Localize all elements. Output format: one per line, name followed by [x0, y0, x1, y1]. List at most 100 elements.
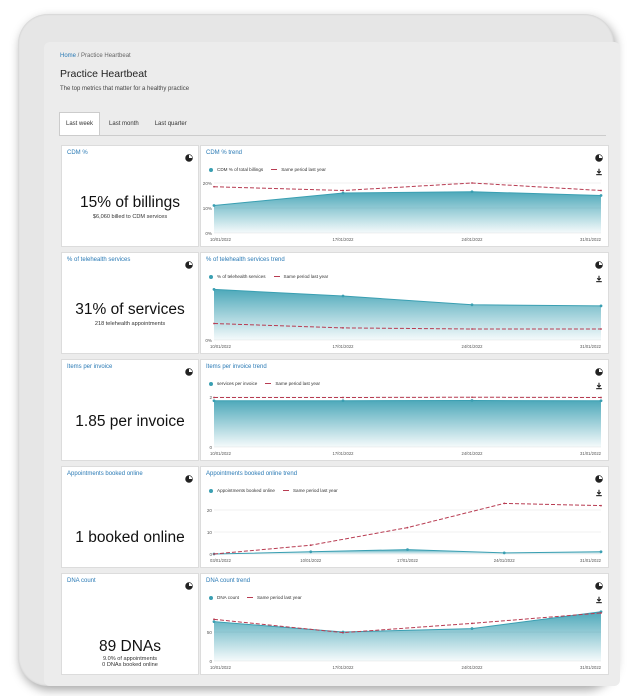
- x-tick-label: 31/01/2022: [580, 558, 602, 563]
- legend-series-marker: [209, 167, 213, 172]
- x-tick-label: 24/01/2022: [462, 344, 484, 349]
- legend-comparison-label[interactable]: Same period last year: [275, 381, 321, 386]
- comparison-point: [213, 322, 215, 325]
- series-area: [214, 400, 601, 447]
- pie-chart-icon[interactable]: [185, 470, 193, 483]
- series-line: [213, 288, 602, 307]
- pie-chart-icon[interactable]: [595, 577, 603, 590]
- trend-chart: 0%10/01/2022 17/01/2022 24/01/2022 31/01/20…: [205, 288, 603, 349]
- trend-title: Items per invoice trend: [206, 364, 267, 370]
- tab-last-quarter[interactable]: Last quarter: [154, 121, 187, 127]
- legend-comparison-marker: [282, 490, 289, 491]
- kpi-value: 1.85 per invoice: [75, 413, 185, 430]
- x-tick-label: 10/01/2022: [300, 558, 322, 563]
- comparison-point: [471, 328, 473, 330]
- tab-last-week[interactable]: Last week: [59, 112, 101, 136]
- legend-comparison-label[interactable]: Same period last year: [281, 167, 326, 172]
- pie-chart-icon[interactable]: [185, 363, 193, 376]
- pie-chart-icon[interactable]: [595, 149, 603, 162]
- pie-chart-icon[interactable]: [185, 256, 193, 269]
- comparison-line: [213, 502, 602, 555]
- x-tick-label: 24/01/2022: [494, 558, 516, 563]
- legend-series-label[interactable]: % of telehealth services: [217, 274, 266, 279]
- series-area: [214, 191, 601, 233]
- trend-card: CDM % trend CDM % of total billings Same p…: [200, 145, 609, 247]
- trend-card: % of telehealth services trend % of teleh…: [200, 252, 609, 354]
- legend-series-label[interactable]: services per invoice: [217, 381, 258, 386]
- x-tick-label: 10/01/2022: [210, 237, 232, 242]
- kpi-title: DNA count: [67, 578, 96, 584]
- series-point: [406, 548, 409, 551]
- legend-comparison-label[interactable]: Same period last year: [292, 488, 338, 493]
- x-tick-label: 10/01/2022: [210, 665, 232, 670]
- legend-series-label[interactable]: Appointments booked online: [217, 488, 275, 493]
- comparison-point: [471, 622, 473, 625]
- trend-title: CDM % trend: [206, 150, 243, 156]
- comparison-point: [213, 618, 215, 621]
- kpi-subtext: 0 DNAs booked online: [102, 662, 158, 668]
- pie-chart-icon[interactable]: [185, 149, 193, 162]
- series-line: [213, 191, 602, 206]
- page-subtitle: The top metrics that matter for a health…: [60, 86, 190, 92]
- breadcrumb-separator: /: [76, 53, 82, 59]
- page-title: Practice Heartbeat: [60, 68, 147, 80]
- comparison-point: [471, 396, 473, 399]
- x-tick-label: 17/01/2022: [333, 237, 355, 242]
- trend-title: % of telehealth services trend: [206, 257, 285, 263]
- series-point: [599, 550, 603, 554]
- legend-series-label[interactable]: DNA count: [217, 595, 239, 600]
- series-line: [213, 611, 602, 633]
- pie-chart-icon[interactable]: [595, 256, 603, 269]
- legend-series-marker: [209, 488, 213, 493]
- download-icon[interactable]: [595, 591, 603, 604]
- comparison-line: [213, 182, 602, 192]
- kpi-subtext: $6,060 billed to CDM services: [92, 214, 168, 220]
- legend-series-marker: [209, 274, 213, 279]
- pie-chart-icon[interactable]: [595, 363, 603, 376]
- legend-comparison-marker: [271, 169, 278, 170]
- y-tick-label: 2: [209, 395, 212, 400]
- series-point: [341, 294, 345, 298]
- legend-comparison-label[interactable]: Same period last year: [283, 274, 329, 279]
- comparison-line: [213, 612, 602, 634]
- x-tick-label: 31/01/2022: [580, 237, 602, 242]
- breadcrumb-home[interactable]: Home: [60, 53, 77, 59]
- comparison-line: [213, 323, 601, 330]
- comparison-point: [213, 553, 215, 555]
- y-tick-label: 10: [207, 530, 213, 535]
- kpi-title: CDM %: [67, 150, 88, 156]
- legend-series-label[interactable]: CDM % of total billings: [217, 167, 264, 172]
- x-tick-label: 17/01/2022: [333, 344, 355, 349]
- comparison-point: [342, 396, 344, 399]
- tab-last-month[interactable]: Last month: [109, 121, 139, 127]
- pie-chart-icon[interactable]: [185, 577, 193, 590]
- download-icon[interactable]: [595, 484, 603, 497]
- download-icon[interactable]: [595, 270, 603, 283]
- trend-chart: 0 50 10/01/2022 17/01/2022 24/01/2022 31/01/2…: [207, 610, 603, 670]
- legend-comparison-marker: [246, 597, 253, 598]
- x-tick-label: 31/01/2022: [580, 665, 602, 670]
- comparison-point: [213, 396, 215, 399]
- legend-comparison-label[interactable]: Same period last year: [256, 595, 302, 600]
- series-point: [309, 550, 313, 554]
- download-icon[interactable]: [595, 377, 603, 390]
- comparison-point: [471, 182, 473, 184]
- dashboard-screen: Home / Practice Heartbeat Practice Heart…: [44, 42, 620, 686]
- y-tick-label: 10%: [203, 206, 212, 211]
- kpi-card: DNA count 89 DNAs 9.0% of appointments 0 DN…: [61, 573, 199, 675]
- comparison-point: [406, 526, 409, 529]
- series-point: [599, 399, 603, 403]
- breadcrumb: Home / Practice Heartbeat: [60, 53, 131, 59]
- download-icon[interactable]: [595, 163, 603, 176]
- series-point: [212, 620, 216, 624]
- trend-chart: 0% 10% 20% 10/01/2022 17/01/2022 24/01/2022 31…: [203, 181, 603, 242]
- pie-chart-icon[interactable]: [595, 470, 603, 483]
- series-point: [212, 399, 216, 403]
- legend-series-marker: [209, 595, 213, 600]
- x-tick-label: 10/01/2022: [210, 344, 232, 349]
- metric-row: % of telehealth services 31% of services 2…: [61, 252, 609, 354]
- y-tick-label: 20: [207, 508, 213, 513]
- kpi-value: 31% of services: [75, 301, 185, 318]
- tab-divider: [59, 135, 606, 136]
- x-tick-label: 24/01/2022: [462, 451, 484, 456]
